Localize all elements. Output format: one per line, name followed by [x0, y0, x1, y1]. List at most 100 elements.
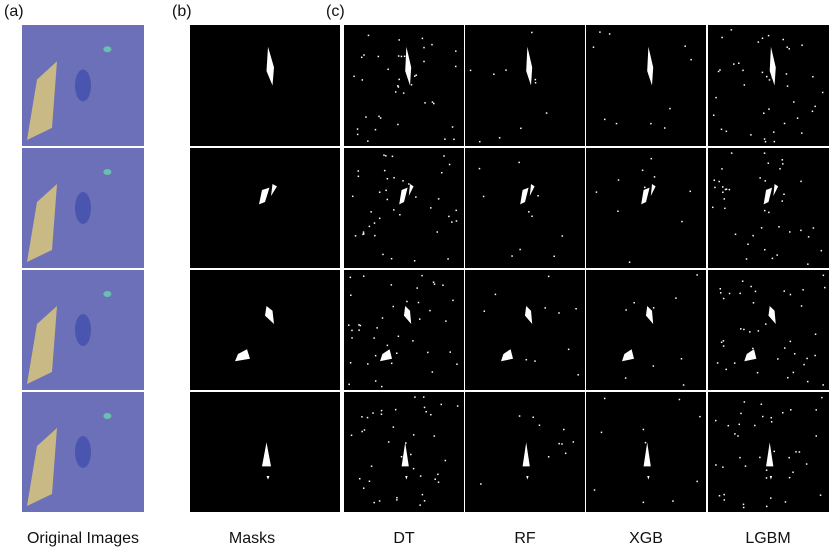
noise	[811, 110, 814, 113]
noise	[456, 363, 458, 365]
mask-region	[773, 184, 779, 196]
noise	[745, 258, 748, 260]
noise	[722, 297, 725, 300]
noise	[603, 397, 606, 400]
noise	[430, 207, 432, 209]
noise	[381, 317, 384, 319]
noise	[419, 504, 421, 506]
noise	[385, 189, 387, 192]
noise	[641, 169, 644, 172]
noise	[765, 469, 768, 471]
noise	[800, 132, 803, 134]
noise	[672, 500, 674, 502]
noise	[633, 301, 635, 304]
noise	[374, 354, 377, 357]
noise	[362, 233, 364, 236]
noise	[719, 69, 721, 71]
noise	[790, 409, 792, 411]
noise	[608, 33, 611, 35]
mask-region	[399, 187, 408, 205]
noise	[525, 358, 528, 361]
noise	[783, 347, 786, 349]
noise	[402, 180, 404, 182]
noise	[789, 293, 792, 296]
noise	[348, 383, 350, 386]
noise	[727, 424, 730, 427]
noise	[763, 209, 766, 212]
noise	[742, 506, 745, 509]
noise	[397, 55, 400, 57]
noise	[599, 31, 601, 33]
noise	[642, 428, 645, 431]
column-caption: XGB	[629, 530, 663, 547]
noise	[534, 360, 536, 362]
mask-region	[766, 442, 774, 467]
noise	[728, 188, 731, 191]
noise	[796, 117, 799, 119]
noise	[380, 385, 383, 388]
noise	[768, 108, 770, 110]
noise	[766, 505, 768, 508]
noise	[423, 500, 426, 502]
noise	[561, 235, 564, 237]
noise	[479, 140, 481, 143]
noise	[410, 453, 412, 456]
noise	[350, 294, 352, 296]
noise	[625, 309, 627, 311]
noise	[749, 331, 751, 333]
noise	[351, 337, 353, 339]
noise	[604, 118, 606, 121]
noise	[752, 302, 755, 304]
noise	[781, 200, 784, 202]
noise	[563, 428, 565, 431]
noise	[750, 134, 752, 136]
noise	[480, 483, 482, 485]
noise	[367, 140, 369, 142]
mask-region	[271, 184, 277, 196]
noise	[572, 441, 575, 443]
flake	[27, 184, 57, 262]
flake	[27, 428, 57, 506]
noise	[678, 398, 681, 401]
noise	[455, 220, 458, 222]
noise	[532, 416, 534, 419]
mask-region	[763, 187, 773, 205]
noise	[719, 292, 722, 294]
mask-image	[190, 148, 340, 268]
noise	[763, 138, 766, 140]
noise	[760, 403, 763, 406]
noise	[720, 128, 723, 131]
noise	[752, 347, 754, 350]
noise	[653, 176, 656, 178]
mask-region	[769, 46, 776, 86]
mask-region	[404, 306, 412, 324]
noise	[534, 78, 537, 81]
noise	[534, 82, 537, 84]
noise	[821, 91, 824, 94]
noise	[362, 275, 365, 277]
noise	[798, 451, 801, 453]
noise	[737, 435, 739, 437]
noise	[723, 499, 726, 501]
noise	[386, 198, 389, 201]
noise	[429, 309, 431, 312]
noise	[815, 409, 817, 411]
noise	[519, 248, 521, 251]
noise	[721, 36, 723, 39]
noise	[805, 463, 808, 465]
noise	[715, 96, 717, 99]
noise	[747, 243, 749, 245]
noise	[518, 415, 521, 417]
noise	[743, 328, 745, 331]
noise	[761, 71, 764, 74]
noise	[600, 431, 603, 434]
noise	[394, 91, 397, 93]
noise	[750, 285, 752, 288]
noise	[432, 102, 435, 105]
noise	[380, 409, 383, 412]
noise	[684, 45, 686, 47]
noise	[455, 50, 457, 52]
noise	[764, 180, 767, 182]
noise	[537, 195, 539, 197]
noise	[764, 248, 766, 251]
